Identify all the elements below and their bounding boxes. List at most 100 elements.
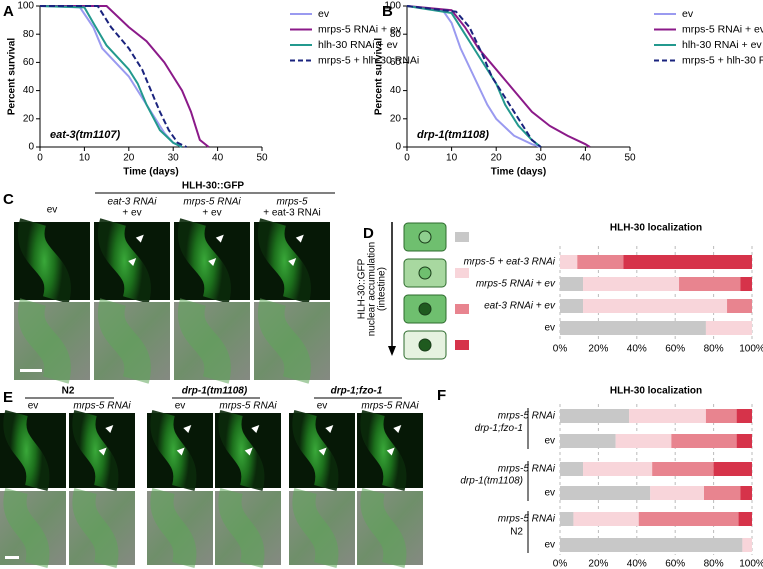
bar-segment (727, 299, 752, 313)
x-tick-label: 50 (624, 153, 636, 164)
y-tick-label: 0 (395, 142, 401, 153)
panel-header: HLH-30::GFP (182, 181, 245, 192)
group-label: drp-1(tm1108) (460, 476, 523, 487)
x-tick-label: 40 (212, 153, 224, 164)
category-label: ev (544, 488, 555, 499)
x-tick-label: 0% (553, 559, 568, 569)
gfp-worm (150, 410, 197, 491)
bar-segment (650, 486, 704, 500)
bar-segment (623, 255, 752, 269)
arrow-head (388, 346, 396, 356)
y-axis-label: Percent survival (7, 38, 18, 115)
y-tick-label: 60 (390, 57, 402, 68)
y-tick-label: 60 (23, 57, 35, 68)
x-tick-label: 0 (404, 153, 410, 164)
arrowhead (244, 447, 253, 456)
panel-letter: B (382, 3, 393, 20)
arrowhead (176, 447, 185, 456)
bar-segment (705, 409, 737, 423)
bar-segment (560, 486, 651, 500)
dic-worm (177, 298, 231, 384)
arrowhead (318, 447, 327, 456)
category-label: ev (544, 323, 555, 334)
survival-curve (40, 5, 187, 148)
x-tick-label: 20 (491, 153, 503, 164)
bar-segment (736, 434, 752, 448)
legend-label: hlh-30 RNAi + ev (318, 39, 398, 51)
x-tick-label: 40% (627, 559, 647, 569)
y-tick-label: 40 (23, 85, 35, 96)
panel-letter: C (3, 191, 14, 208)
group-label: drp-1;fzo-1 (475, 423, 523, 434)
bar-segment (560, 434, 616, 448)
arrowhead (135, 234, 144, 243)
bar-segment (560, 512, 574, 526)
arrowhead (251, 425, 260, 433)
column-label: mrps-5 (276, 197, 308, 208)
survival-curve (406, 5, 542, 148)
nucleus-schematic (418, 266, 432, 280)
survival-curve (39, 5, 183, 148)
x-tick-label: 10 (79, 153, 91, 164)
bar-segment (615, 434, 672, 448)
category-label: mrps-5 RNAi (498, 514, 556, 525)
x-tick-label: 50 (256, 153, 268, 164)
group-label: drp-1(tm1108) (182, 386, 248, 397)
category-label: ev (544, 540, 555, 551)
gfp-worm (17, 218, 71, 304)
x-tick-label: 80% (704, 559, 724, 569)
legend-label: mrps-5 + hlh-30 RNAi (318, 54, 419, 66)
survival-curve (406, 5, 542, 148)
column-label: mrps-5 RNAi (183, 197, 241, 208)
bar-segment (705, 321, 752, 335)
bar-segment (629, 409, 706, 423)
column-label: mrps-5 RNAi (73, 401, 131, 412)
bar-segment (652, 462, 714, 476)
bar-segment (560, 409, 630, 423)
panel-letter: E (3, 389, 13, 406)
x-tick-label: 30 (168, 153, 180, 164)
category-label: ev (544, 436, 555, 447)
scale-bar (5, 556, 19, 559)
column-label: mrps-5 RNAi (361, 401, 419, 412)
axis-label: HLH-30::GFP (357, 258, 368, 319)
survival-curve (406, 5, 542, 148)
gfp-worm (218, 410, 265, 491)
bar-segment (638, 512, 739, 526)
x-tick-label: 60% (665, 344, 685, 355)
column-label: mrps-5 RNAi (219, 401, 277, 412)
x-axis-label: Time (days) (491, 167, 546, 178)
arrowhead (325, 425, 334, 433)
column-label: ev (317, 401, 328, 412)
gfp-worm (257, 218, 311, 304)
arrowhead (208, 258, 217, 266)
panel-letter: A (3, 3, 14, 20)
nucleus-schematic (418, 302, 432, 316)
legend-label: mrps-5 RNAi + ev (318, 23, 402, 35)
bar-segment (560, 538, 743, 552)
y-tick-label: 100 (17, 1, 34, 12)
column-label: ev (47, 205, 58, 216)
column-label: + ev (122, 208, 141, 219)
dic-worm (150, 488, 197, 568)
legend-swatch (455, 340, 469, 350)
arrowhead (215, 234, 224, 243)
bar-segment (713, 462, 752, 476)
bar-segment (583, 299, 728, 313)
category-label: mrps-5 RNAi (498, 411, 556, 422)
nucleus-schematic (418, 338, 432, 352)
x-axis-label: Time (days) (123, 167, 178, 178)
bar-segment (736, 409, 752, 423)
legend-swatch (455, 304, 469, 314)
gfp-worm (292, 410, 339, 491)
column-label: + eat-3 RNAi (263, 208, 321, 219)
legend-label: mrps-5 RNAi + ev (682, 23, 763, 35)
bar-segment (573, 512, 639, 526)
dic-worm (72, 488, 119, 568)
y-tick-label: 100 (384, 1, 401, 12)
bar-segment (738, 512, 752, 526)
dic-worm (257, 298, 311, 384)
column-label: eat-3 RNAi (108, 197, 158, 208)
bar-segment (704, 486, 741, 500)
